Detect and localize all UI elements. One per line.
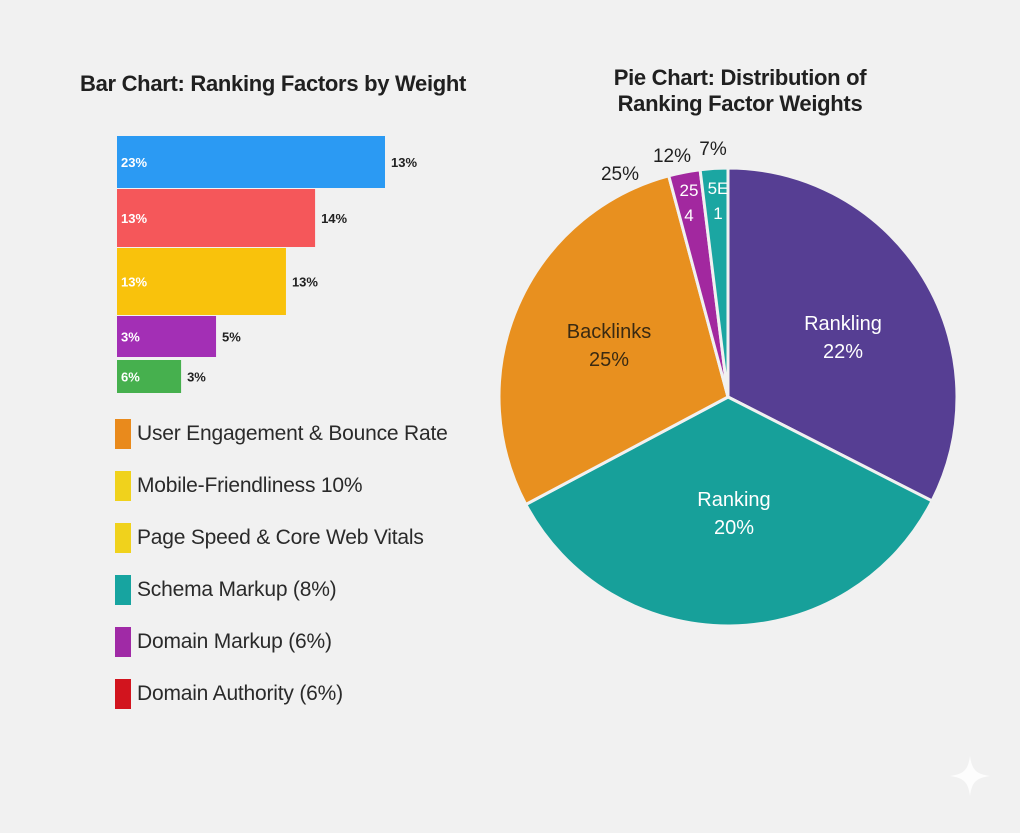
pie-label-line1: 25 — [680, 181, 699, 200]
sparkle-icon — [950, 756, 990, 796]
legend-swatch — [115, 575, 131, 605]
legend-label: User Engagement & Bounce Rate — [137, 422, 448, 445]
pie-label-line2: 4 — [684, 206, 693, 225]
pie-label-line1: 5E — [708, 179, 729, 198]
bar — [117, 360, 182, 393]
legend-swatch — [115, 679, 131, 709]
pie-outer-label: 7% — [699, 139, 727, 160]
legend-item: Page Speed & Core Web Vitals — [115, 512, 448, 564]
pie-label-line1: Backlinks — [567, 321, 651, 343]
pie-slice-label: Ranking 20% — [697, 489, 770, 539]
pie-slice — [698, 166, 730, 398]
legend-item: User Engagement & Bounce Rate — [115, 408, 448, 460]
bar-value-label: 5% — [222, 330, 241, 345]
bar-inner-label: 3% — [121, 330, 140, 345]
pie-outer-label: 12% — [653, 146, 691, 167]
bar-value-label: 3% — [187, 370, 206, 385]
bar-chart-title: Bar Chart: Ranking Factors by Weight — [80, 71, 467, 96]
legend-swatch — [115, 627, 131, 657]
pie-title-line1: Pie Chart: Distribution of — [613, 65, 867, 90]
pie-slice — [726, 166, 959, 503]
bar-inner-label: 13% — [121, 275, 147, 290]
legend-swatch — [115, 523, 131, 553]
pie-label-line1: Rankling — [804, 313, 882, 335]
legend-item: Schema Markup (8%) — [115, 564, 448, 616]
pie-label-line2: 22% — [823, 341, 863, 363]
legend-item: Domain Authority (6%) — [115, 668, 448, 720]
bar-value-label: 14% — [321, 211, 347, 226]
pie-label-line2: 25% — [589, 349, 629, 371]
legend-label: Domain Markup (6%) — [137, 630, 332, 653]
bar-inner-label: 23% — [121, 155, 147, 170]
bar-value-label: 13% — [292, 275, 318, 290]
bar-value-label: 13% — [391, 155, 417, 170]
pie-label-line2: 1 — [713, 204, 722, 223]
pie-slice-label: Rankling 22% — [804, 313, 882, 363]
legend-label: Page Speed & Core Web Vitals — [137, 526, 424, 549]
legend-item: Domain Markup (6%) — [115, 616, 448, 668]
legend-label: Schema Markup (8%) — [137, 578, 337, 601]
legend-item: Mobile-Friendliness 10% — [115, 460, 448, 512]
pie-slice — [497, 173, 730, 507]
bar-inner-label: 13% — [121, 211, 147, 226]
bar-inner-label: 6% — [121, 370, 140, 385]
bar — [117, 248, 286, 315]
legend-label: Mobile-Friendliness 10% — [137, 474, 363, 497]
pie-title-line2: Ranking Factor Weights — [617, 91, 863, 116]
bar-legend: User Engagement & Bounce Rate Mobile-Fri… — [115, 408, 448, 720]
pie-slice-label: 5E 1 — [708, 179, 729, 223]
pie-outer-label: 25% — [601, 164, 639, 185]
legend-swatch — [115, 419, 131, 449]
legend-label: Domain Authority (6%) — [137, 682, 343, 705]
pie-slice-label: Backlinks 25% — [567, 321, 651, 371]
pie-slice-label: 25 4 — [680, 181, 699, 225]
pie-label-line1: Ranking — [697, 489, 770, 511]
pie-label-line2: 20% — [714, 517, 754, 539]
bar — [117, 316, 217, 357]
bar — [117, 136, 385, 188]
bar — [117, 189, 316, 247]
pie-chart-title: Pie Chart: Distribution of Ranking Facto… — [560, 65, 920, 117]
pie-slice — [523, 395, 935, 628]
legend-swatch — [115, 471, 131, 501]
